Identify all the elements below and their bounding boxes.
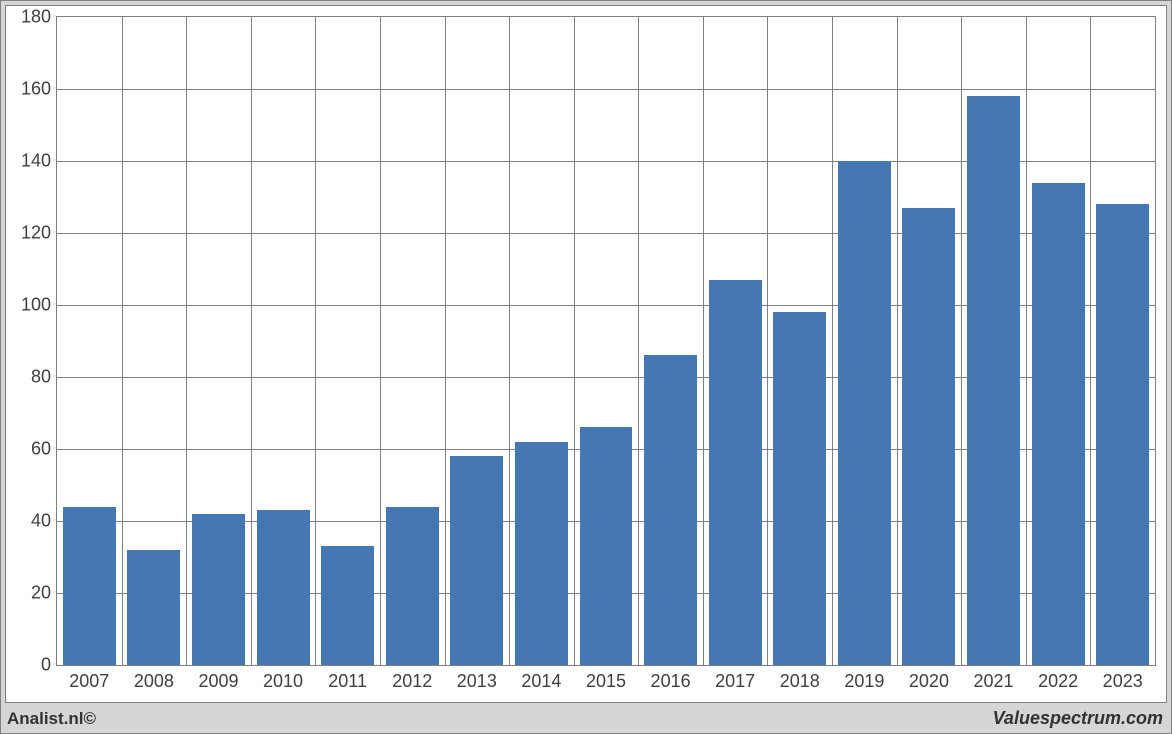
bar <box>773 312 826 665</box>
bar <box>450 456 503 665</box>
x-axis-tick-label: 2008 <box>134 671 174 692</box>
footer-left-credit: Analist.nl© <box>7 709 96 729</box>
bar <box>386 507 439 665</box>
plot-area: 0204060801001201401601802007200820092010… <box>56 16 1156 666</box>
y-axis-tick-label: 0 <box>41 655 51 676</box>
grid-line-vertical <box>315 17 316 665</box>
grid-line-vertical <box>380 17 381 665</box>
bar <box>1032 183 1085 665</box>
bar <box>257 510 310 665</box>
grid-line-vertical <box>574 17 575 665</box>
x-axis-tick-label: 2010 <box>263 671 303 692</box>
y-axis-tick-label: 160 <box>21 78 51 99</box>
x-axis-tick-label: 2019 <box>844 671 884 692</box>
bar <box>1096 204 1149 665</box>
x-axis-tick-label: 2021 <box>973 671 1013 692</box>
x-axis-tick-label: 2018 <box>780 671 820 692</box>
bar <box>709 280 762 665</box>
x-axis-tick-label: 2022 <box>1038 671 1078 692</box>
grid-line-vertical <box>1026 17 1027 665</box>
footer-right-credit: Valuespectrum.com <box>993 708 1163 729</box>
x-axis-tick-label: 2013 <box>457 671 497 692</box>
grid-line-vertical <box>703 17 704 665</box>
grid-line-vertical <box>509 17 510 665</box>
y-axis-tick-label: 20 <box>31 582 51 603</box>
grid-line-vertical <box>961 17 962 665</box>
grid-line-vertical <box>767 17 768 665</box>
grid-line-horizontal <box>57 89 1155 90</box>
bar <box>63 507 116 665</box>
grid-line-vertical <box>186 17 187 665</box>
x-axis-tick-label: 2014 <box>521 671 561 692</box>
grid-line-vertical <box>122 17 123 665</box>
grid-line-vertical <box>832 17 833 665</box>
grid-line-vertical <box>638 17 639 665</box>
x-axis-tick-label: 2016 <box>651 671 691 692</box>
y-axis-tick-label: 60 <box>31 439 51 460</box>
bar <box>321 546 374 665</box>
bar <box>580 427 633 665</box>
x-axis-tick-label: 2011 <box>328 671 367 692</box>
bar <box>192 514 245 665</box>
grid-line-vertical <box>445 17 446 665</box>
y-axis-tick-label: 100 <box>21 294 51 315</box>
grid-line-vertical <box>1090 17 1091 665</box>
bar <box>838 161 891 665</box>
x-axis-tick-label: 2023 <box>1103 671 1143 692</box>
chart-panel: 0 20 40 60 80 100 120 140 160 180 2007 2008 2009 2010… <box>5 5 1167 703</box>
grid-line-vertical <box>251 17 252 665</box>
y-axis-tick-label: 140 <box>21 150 51 171</box>
bar <box>967 96 1020 665</box>
x-axis-tick-label: 2017 <box>715 671 755 692</box>
bar <box>644 355 697 665</box>
x-axis-tick-label: 2012 <box>392 671 432 692</box>
bar <box>515 442 568 665</box>
bar <box>127 550 180 665</box>
y-axis-tick-label: 80 <box>31 367 51 388</box>
x-axis-tick-label: 2015 <box>586 671 626 692</box>
y-axis-tick-label: 120 <box>21 223 51 244</box>
y-axis-tick-label: 40 <box>31 511 51 532</box>
x-axis-tick-label: 2009 <box>198 671 238 692</box>
y-axis-tick-label: 180 <box>21 7 51 28</box>
x-axis-tick-label: 2020 <box>909 671 949 692</box>
x-axis-tick-label: 2007 <box>69 671 109 692</box>
chart-container: 0 20 40 60 80 100 120 140 160 180 2007 2008 2009 2010… <box>0 0 1172 734</box>
grid-line-vertical <box>897 17 898 665</box>
bar <box>902 208 955 665</box>
